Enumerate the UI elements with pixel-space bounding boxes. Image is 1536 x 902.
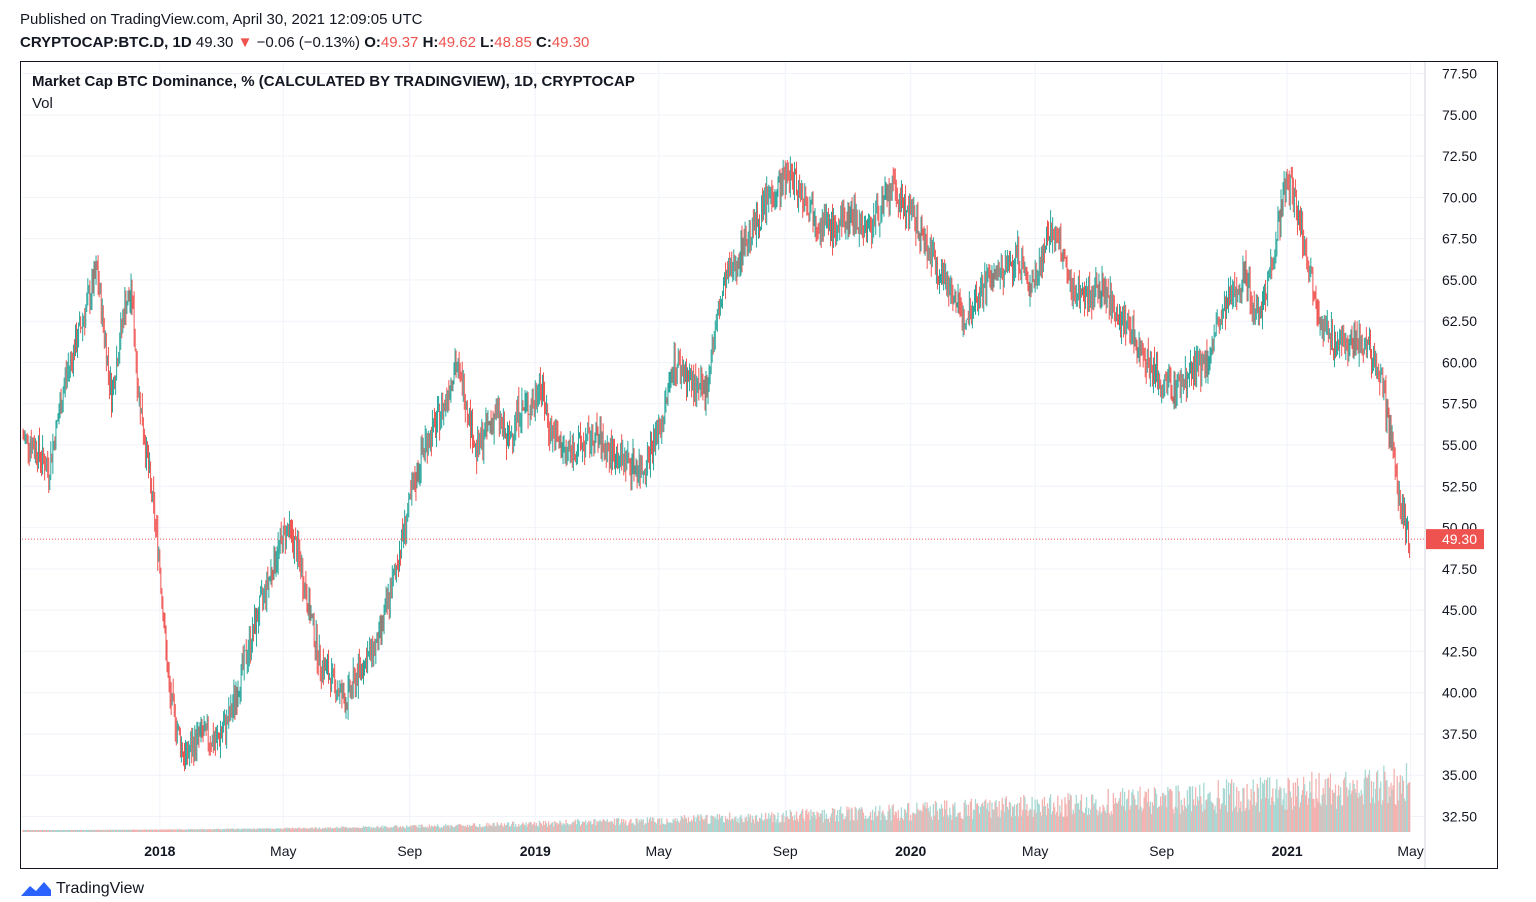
y-tick-label: 57.50 (1442, 396, 1477, 412)
last-price: 49.30 (195, 34, 234, 51)
low-label: L: (480, 34, 495, 51)
y-tick-label: 62.50 (1442, 313, 1477, 329)
x-tick-label: 2019 (520, 843, 551, 859)
y-tick-label: 35.00 (1442, 767, 1477, 783)
high-label: H: (422, 34, 439, 51)
y-tick-label: 45.00 (1442, 602, 1477, 618)
x-tick-label: 2020 (895, 843, 926, 859)
price-change: −0.06 (−0.13%) (256, 34, 361, 51)
low-value: 48.85 (494, 34, 532, 51)
published-timestamp: Published on TradingView.com, April 30, … (20, 11, 423, 28)
open-value: 49.37 (380, 34, 419, 51)
y-tick-label: 70.00 (1442, 189, 1477, 205)
close-value: 49.30 (551, 34, 590, 51)
volume-bars (22, 763, 1411, 832)
last-price-badge (1426, 529, 1484, 550)
chart-frame[interactable] (20, 61, 1498, 869)
y-tick-label: 42.50 (1442, 643, 1477, 659)
last-price-label: 49.30 (1442, 531, 1477, 547)
down-arrow-icon: ▼ (237, 34, 253, 51)
pane-title: Market Cap BTC Dominance, % (CALCULATED … (32, 73, 635, 90)
y-tick-label: 67.50 (1442, 231, 1477, 247)
y-tick-label: 40.00 (1442, 685, 1477, 701)
footer-brand-label: TradingView (56, 880, 145, 897)
volume-indicator-label: Vol (32, 95, 53, 112)
y-tick-label: 72.50 (1442, 148, 1477, 164)
x-tick-label: Sep (773, 843, 798, 859)
y-tick-label: 55.00 (1442, 437, 1477, 453)
symbol-label: CRYPTOCAP:BTC.D, 1D (20, 34, 192, 51)
y-tick-label: 37.50 (1442, 726, 1477, 742)
y-tick-label: 47.50 (1442, 561, 1477, 577)
candles (22, 156, 1411, 772)
y-tick-label: 65.00 (1442, 272, 1477, 288)
y-tick-label: 75.00 (1442, 107, 1477, 123)
x-tick-label: May (645, 843, 671, 859)
high-value: 49.62 (438, 34, 476, 51)
open-label: O: (364, 34, 381, 51)
y-tick-label: 60.00 (1442, 354, 1477, 370)
x-tick-label: May (1397, 843, 1423, 859)
footer-brand[interactable]: TradingView (20, 880, 144, 898)
y-tick-label: 32.50 (1442, 808, 1477, 824)
y-tick-label: 52.50 (1442, 478, 1477, 494)
y-tick-label: 77.50 (1442, 66, 1477, 82)
x-tick-label: Sep (1149, 843, 1174, 859)
x-tick-label: 2018 (144, 843, 175, 859)
tradingview-logo-icon (21, 882, 51, 896)
x-tick-label: May (270, 843, 296, 859)
ohlc-legend: CRYPTOCAP:BTC.D, 1D 49.30 ▼ −0.06 (−0.13… (20, 34, 589, 51)
x-tick-label: Sep (397, 843, 422, 859)
x-tick-label: 2021 (1272, 843, 1303, 859)
close-label: C: (536, 34, 552, 51)
x-tick-label: May (1022, 843, 1048, 859)
